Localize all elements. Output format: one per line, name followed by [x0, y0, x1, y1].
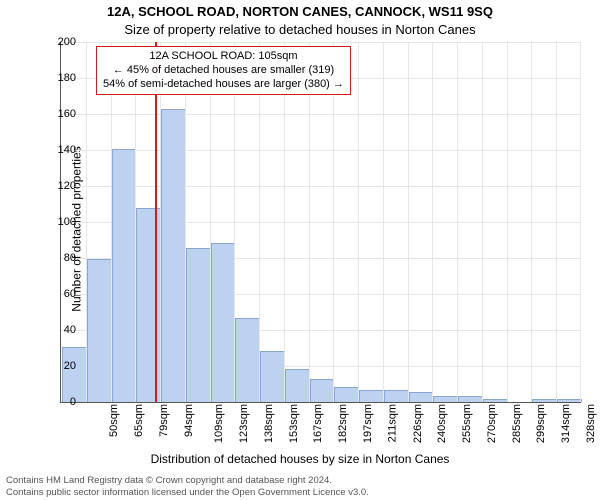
gridline-v: [383, 42, 384, 402]
gridline-h: [61, 42, 581, 43]
x-tick-label: 328sqm: [585, 404, 597, 443]
gridline-v: [432, 42, 433, 402]
x-tick-label: 123sqm: [238, 404, 250, 443]
histogram-bar: [409, 392, 434, 402]
x-tick-label: 109sqm: [214, 404, 226, 443]
gridline-v: [309, 42, 310, 402]
gridline-v: [556, 42, 557, 402]
gridline-v: [457, 42, 458, 402]
x-tick-label: 167sqm: [313, 404, 325, 443]
footer-attribution: Contains HM Land Registry data © Crown c…: [6, 475, 369, 498]
y-tick-label: 20: [46, 360, 76, 372]
page-title: 12A, SCHOOL ROAD, NORTON CANES, CANNOCK,…: [0, 4, 600, 19]
gridline-v: [408, 42, 409, 402]
x-tick-label: 79sqm: [158, 404, 170, 437]
footer-line: Contains HM Land Registry data © Crown c…: [6, 475, 369, 486]
histogram-plot: [60, 42, 581, 403]
x-tick-label: 50sqm: [108, 404, 120, 437]
gridline-v: [580, 42, 581, 402]
x-tick-label: 94sqm: [183, 404, 195, 437]
x-tick-label: 240sqm: [436, 404, 448, 443]
x-tick-label: 65sqm: [133, 404, 145, 437]
histogram-bar: [112, 149, 137, 402]
x-tick-label: 299sqm: [535, 404, 547, 443]
x-tick-label: 138sqm: [263, 404, 275, 443]
x-axis-label: Distribution of detached houses by size …: [0, 452, 600, 466]
y-tick-label: 60: [46, 288, 76, 300]
histogram-bar: [384, 390, 409, 402]
marker-line: [155, 42, 157, 402]
x-tick-label: 211sqm: [386, 404, 398, 442]
histogram-bar: [235, 318, 260, 402]
y-tick-label: 200: [46, 36, 76, 48]
gridline-v: [284, 42, 285, 402]
annotation-line: 54% of semi-detached houses are larger (…: [103, 78, 344, 92]
y-tick-label: 120: [46, 180, 76, 192]
histogram-bar: [186, 248, 211, 402]
gridline-h: [61, 150, 581, 151]
histogram-bar: [334, 387, 359, 402]
y-tick-label: 180: [46, 72, 76, 84]
histogram-bar: [260, 351, 285, 402]
gridline-v: [259, 42, 260, 402]
histogram-bar: [161, 109, 186, 402]
annotation-line: ← 45% of detached houses are smaller (31…: [103, 64, 344, 78]
gridline-v: [482, 42, 483, 402]
page-subtitle: Size of property relative to detached ho…: [0, 22, 600, 37]
x-tick-label: 153sqm: [288, 404, 300, 443]
histogram-bar: [62, 347, 87, 402]
histogram-bar: [458, 396, 483, 402]
y-tick-label: 80: [46, 252, 76, 264]
y-tick-label: 140: [46, 144, 76, 156]
gridline-v: [333, 42, 334, 402]
y-tick-label: 0: [46, 396, 76, 408]
histogram-bar: [211, 243, 236, 402]
histogram-bar: [532, 399, 557, 402]
x-tick-label: 197sqm: [362, 404, 374, 443]
gridline-v: [507, 42, 508, 402]
y-tick-label: 160: [46, 108, 76, 120]
marker-annotation: 12A SCHOOL ROAD: 105sqm ← 45% of detache…: [96, 46, 351, 95]
gridline-h: [61, 114, 581, 115]
gridline-h: [61, 186, 581, 187]
x-tick-label: 226sqm: [412, 404, 424, 443]
x-tick-label: 182sqm: [337, 404, 349, 443]
x-tick-label: 270sqm: [486, 404, 498, 443]
histogram-bar: [285, 369, 310, 402]
histogram-bar: [136, 208, 161, 402]
histogram-bar: [483, 399, 508, 402]
x-tick-label: 255sqm: [461, 404, 473, 443]
x-tick-label: 314sqm: [560, 404, 572, 443]
histogram-bar: [87, 259, 112, 402]
x-tick-label: 285sqm: [511, 404, 523, 443]
histogram-bar: [359, 390, 384, 402]
y-tick-label: 40: [46, 324, 76, 336]
y-tick-label: 100: [46, 216, 76, 228]
histogram-bar: [433, 396, 458, 402]
footer-line: Contains public sector information licen…: [6, 487, 369, 498]
histogram-bar: [557, 399, 582, 402]
gridline-v: [531, 42, 532, 402]
histogram-bar: [310, 379, 335, 402]
annotation-line: 12A SCHOOL ROAD: 105sqm: [103, 50, 344, 64]
gridline-v: [358, 42, 359, 402]
